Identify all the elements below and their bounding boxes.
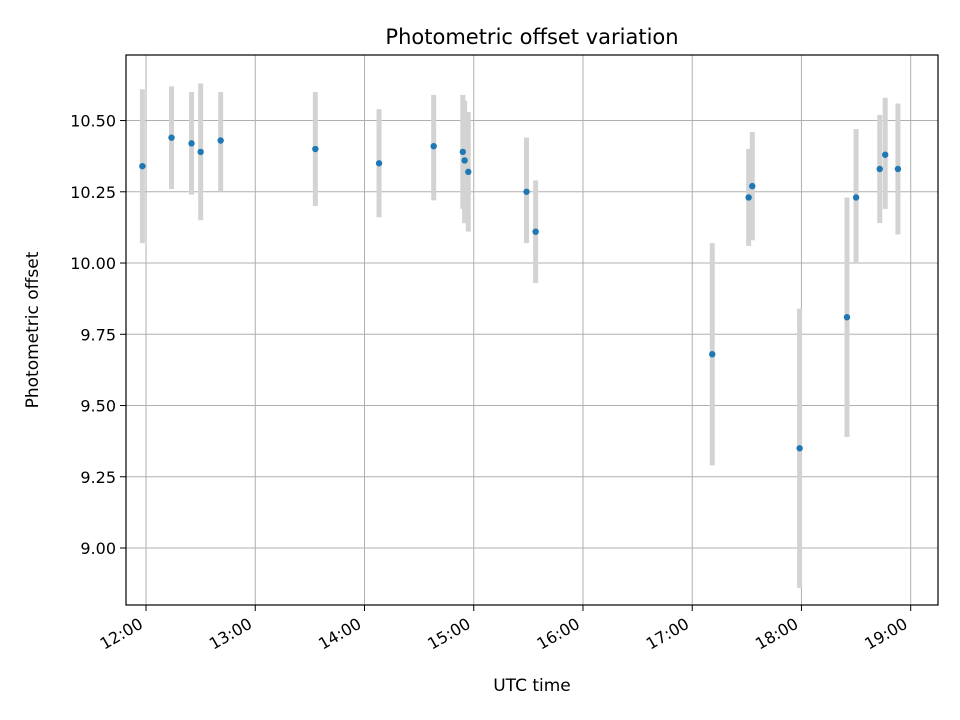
data-point: [843, 313, 851, 321]
x-tick-label: 19:00: [861, 614, 910, 654]
x-axis-ticks: 12:00 13:00 14:00 15:00 16:00 17:00 18:00 19:00: [97, 605, 912, 654]
data-point: [796, 445, 803, 452]
data-point: [852, 194, 860, 201]
data-points: [139, 134, 902, 452]
data-point: [461, 157, 468, 164]
data-point: [139, 162, 146, 170]
data-point: [188, 140, 195, 147]
y-tick-label: 10.00: [70, 254, 116, 273]
data-point: [312, 145, 319, 153]
data-point: [375, 160, 383, 167]
x-tick-label: 15:00: [424, 614, 473, 654]
data-point: [749, 182, 756, 190]
data-point: [197, 148, 204, 156]
y-tick-label: 9.50: [80, 397, 116, 416]
data-point: [430, 142, 437, 150]
data-point: [882, 151, 889, 158]
data-point: [168, 134, 175, 141]
data-point: [523, 188, 530, 195]
data-point: [465, 168, 472, 176]
data-point: [876, 165, 883, 173]
x-tick-label: 14:00: [315, 614, 364, 654]
data-point: [532, 228, 539, 235]
data-point: [459, 148, 467, 156]
x-axis-label: UTC time: [493, 676, 571, 696]
x-tick-label: 17:00: [643, 614, 692, 654]
data-point: [745, 194, 752, 201]
data-point: [894, 165, 902, 173]
y-axis-ticks: 9.00 9.25 9.50 9.75 10.00 10.25 10.50: [70, 112, 126, 558]
data-point: [217, 137, 224, 144]
y-tick-label: 10.50: [70, 112, 116, 131]
x-tick-label: 13:00: [206, 614, 255, 654]
y-axis-label: Photometric offset: [23, 251, 43, 408]
plot-frame: [125, 54, 939, 606]
y-tick-label: 9.00: [80, 539, 116, 558]
x-tick-label: 18:00: [752, 614, 801, 654]
x-tick-label: 12:00: [97, 614, 146, 654]
y-tick-label: 9.25: [80, 468, 116, 487]
chart-title: Photometric offset variation: [385, 25, 678, 49]
y-tick-label: 10.25: [70, 183, 116, 202]
y-tick-label: 9.75: [80, 325, 116, 344]
data-point: [709, 351, 716, 358]
x-tick-label: 16:00: [534, 614, 583, 654]
grid: [126, 55, 938, 605]
